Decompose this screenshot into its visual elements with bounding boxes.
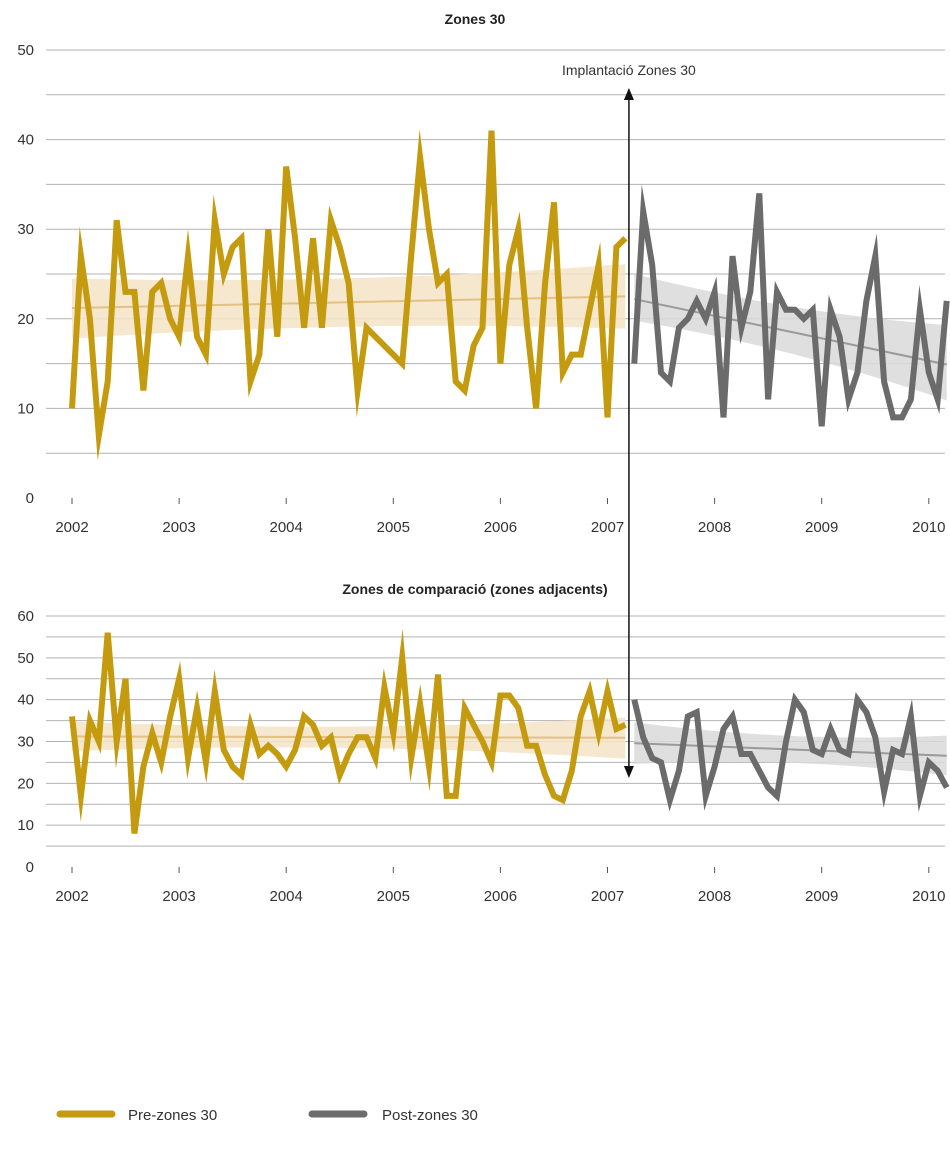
x-tick-label: 2003 (162, 888, 195, 905)
arrow-down-icon (623, 766, 634, 778)
chart-title: Zones de comparació (zones adjacents) (342, 581, 607, 597)
post-zones-30-line (631, 692, 950, 813)
post-confidence-band (634, 274, 947, 401)
y-tick-label: 60 (17, 608, 34, 625)
intervention-label: Implantació Zones 30 (562, 62, 696, 78)
legend: Pre-zones 30 Post-zones 30 (56, 1107, 478, 1124)
panel-zones-30: Zones 30 0 10 20 30 40 50 2002 2003 2004 2005 2006 2… (17, 11, 950, 536)
arrow-up-icon (623, 88, 634, 100)
x-tick-label: 2005 (377, 888, 410, 905)
x-tick-label: 2008 (698, 888, 731, 905)
legend-label-pre: Pre-zones 30 (128, 1107, 217, 1124)
x-tick-label: 2002 (55, 888, 88, 905)
panel-comparison-zones: Zones de comparació (zones adjacents) 0 10… (17, 581, 950, 905)
y-tick-label: 20 (17, 775, 34, 792)
y-tick-label: 30 (17, 734, 34, 751)
x-tick-label: 2004 (270, 519, 303, 536)
intervention-marker: Implantació Zones 30 (562, 62, 696, 778)
legend-label-post: Post-zones 30 (382, 1107, 478, 1124)
post-zones-30-line (631, 184, 950, 427)
x-tick-label: 2007 (591, 888, 624, 905)
pre-zones-30-line (69, 129, 628, 461)
x-tick-label: 2008 (698, 519, 731, 536)
x-tick-label: 2009 (805, 888, 838, 905)
x-tick-label: 2009 (805, 519, 838, 536)
y-tick-label: 50 (17, 42, 34, 59)
x-tick-label: 2005 (377, 519, 410, 536)
x-tick-label: 2010 (912, 888, 945, 905)
x-tick-label: 2010 (912, 519, 945, 536)
y-tick-label: 0 (26, 859, 34, 876)
y-tick-label: 40 (17, 692, 34, 709)
y-tick-label: 40 (17, 132, 34, 149)
y-tick-label: 50 (17, 650, 34, 667)
x-tick-label: 2006 (484, 519, 517, 536)
x-tick-label: 2006 (484, 888, 517, 905)
x-tick-label: 2004 (270, 888, 303, 905)
y-tick-label: 0 (26, 490, 34, 507)
post-trend-line (634, 298, 947, 366)
x-tick-label: 2003 (162, 519, 195, 536)
x-tick-label: 2007 (591, 519, 624, 536)
chart-title: Zones 30 (445, 11, 506, 27)
y-tick-label: 10 (17, 400, 34, 417)
y-tick-label: 20 (17, 311, 34, 328)
pre-zones-30-line (69, 628, 627, 834)
x-tick-label: 2002 (55, 519, 88, 536)
y-tick-label: 10 (17, 817, 34, 834)
y-tick-label: 30 (17, 221, 34, 238)
